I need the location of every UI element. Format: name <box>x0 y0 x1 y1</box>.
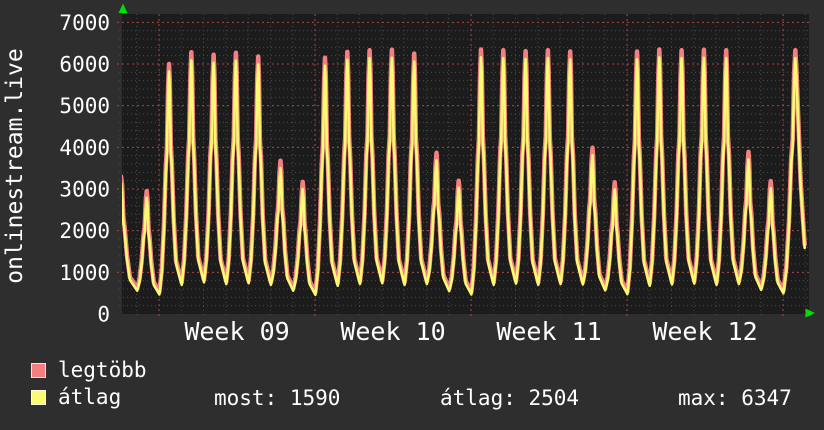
stat-most: most: 1590 <box>214 386 341 410</box>
y-tick-label: 2000 <box>59 219 110 243</box>
timeseries-chart: 0 1000 2000 3000 4000 5000 6000 7000 Week 09 Week… <box>59 3 815 346</box>
y-tick-label: 5000 <box>59 94 110 118</box>
x-tick-label: Week 10 <box>340 317 445 346</box>
x-tick-label: Week 11 <box>496 317 601 346</box>
legend-item-atlag: átlag <box>31 386 121 408</box>
legend-label-atlag: átlag <box>58 385 122 409</box>
y-tick-label: 6000 <box>59 53 110 77</box>
legend-label-legtobb: legtöbb <box>58 358 147 382</box>
x-tick-label: Week 12 <box>652 317 757 346</box>
y-tick-label: 4000 <box>59 136 110 160</box>
y-tick-label: 3000 <box>59 178 110 202</box>
legend-item-legtobb: legtöbb <box>31 359 147 381</box>
y-tick-label: 7000 <box>59 11 110 35</box>
legend-swatch-legtobb <box>31 362 46 378</box>
stat-atlag: átlag: 2504 <box>440 386 580 410</box>
x-tick-label: Week 09 <box>184 317 289 346</box>
y-tick-label: 0 <box>97 303 110 327</box>
y-tick-label: 1000 <box>59 261 110 285</box>
legend-swatch-atlag <box>31 389 46 405</box>
stat-max: max: 6347 <box>678 386 792 410</box>
